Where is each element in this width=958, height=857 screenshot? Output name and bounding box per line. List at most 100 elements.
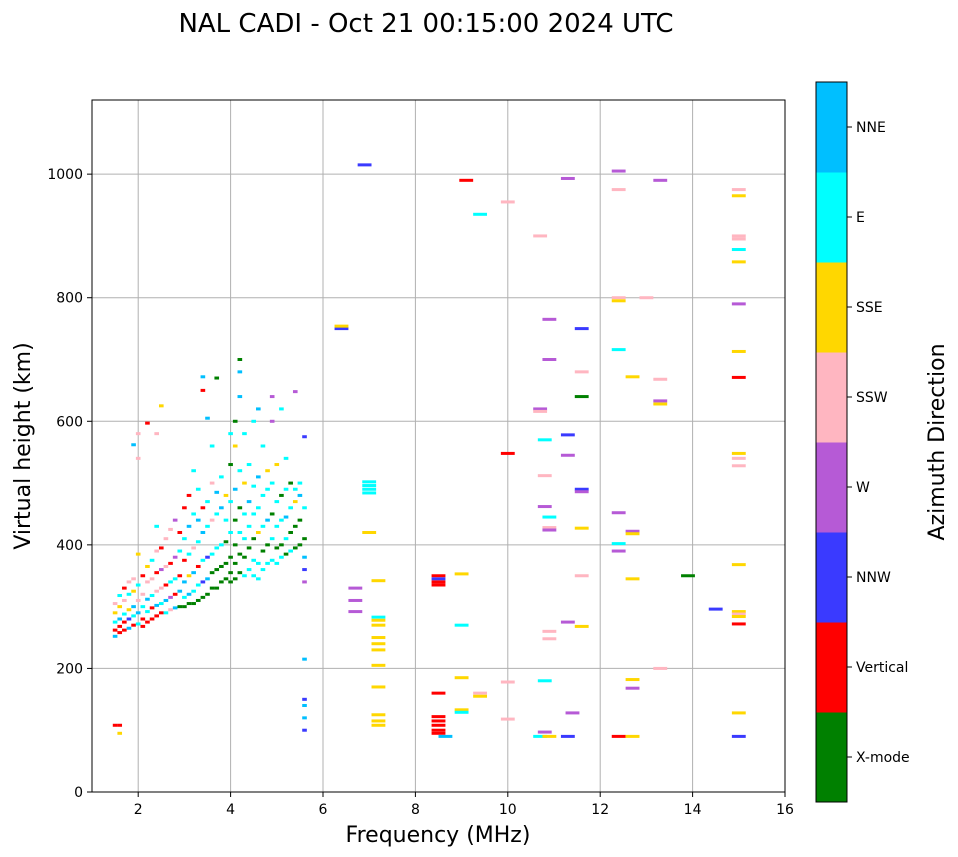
data-point [149, 606, 155, 610]
data-point [560, 453, 575, 457]
data-point [279, 407, 284, 411]
data-point [219, 506, 224, 510]
data-point [681, 574, 695, 578]
data-point [297, 493, 303, 497]
data-point [246, 500, 252, 504]
data-point [145, 620, 150, 624]
data-point [292, 524, 298, 528]
data-point [625, 577, 640, 581]
data-point [177, 549, 183, 553]
colorbar-swatch [816, 262, 847, 353]
data-point [362, 487, 377, 491]
data-point [112, 620, 118, 624]
data-point [574, 574, 589, 578]
x-tick-label: 10 [499, 802, 517, 818]
data-point [265, 487, 270, 491]
data-point [731, 451, 746, 455]
data-point [117, 624, 123, 628]
data-point [117, 731, 123, 735]
data-point [186, 574, 192, 578]
colorbar-swatch [816, 172, 847, 263]
data-point [186, 602, 192, 606]
data-point [731, 612, 746, 616]
y-tick-label: 200 [56, 661, 83, 677]
y-tick-label: 400 [56, 538, 83, 554]
data-point [302, 704, 307, 707]
data-point [228, 571, 233, 575]
data-point [149, 617, 155, 621]
colorbar-swatch [816, 532, 847, 623]
data-point [256, 506, 261, 510]
data-point [145, 610, 150, 614]
data-point [731, 615, 746, 619]
grid-lines [92, 100, 786, 793]
colorbar-tick-label: NNW [856, 570, 891, 586]
y-axis-label: Virtual height (km) [11, 342, 36, 549]
data-point [302, 568, 307, 572]
data-point [371, 618, 386, 622]
data-point [182, 537, 187, 541]
data-point [537, 474, 552, 478]
data-point [158, 404, 164, 408]
data-point [560, 620, 575, 624]
data-point [256, 475, 261, 479]
data-point [205, 416, 210, 420]
data-point [362, 491, 377, 495]
data-point [182, 580, 187, 584]
data-point [112, 723, 118, 727]
data-point [731, 248, 746, 252]
data-point [214, 376, 220, 380]
y-axis-ticks: 0 200 400 600 800 1000 [47, 167, 92, 801]
data-point [158, 602, 164, 606]
data-point [237, 395, 243, 399]
data-point [177, 574, 183, 578]
data-point [265, 469, 270, 473]
data-point [135, 598, 141, 602]
data-point [135, 552, 141, 556]
data-point [269, 537, 275, 541]
data-point [232, 561, 238, 565]
data-point [574, 395, 589, 399]
data-point [292, 487, 298, 491]
data-point [191, 571, 196, 575]
data-point [251, 558, 257, 562]
data-point [611, 549, 626, 553]
data-point [653, 666, 668, 670]
data-point [195, 598, 201, 602]
data-point [269, 419, 275, 423]
data-points [112, 163, 746, 738]
data-point [371, 642, 386, 646]
data-point [172, 592, 178, 596]
data-point [625, 686, 640, 690]
data-point [140, 574, 146, 578]
data-point [357, 163, 372, 167]
x-tick-label: 8 [411, 802, 420, 818]
data-point [195, 564, 201, 568]
data-point [135, 432, 141, 436]
data-point [274, 561, 280, 565]
colorbar: X-mode Vertical NNW W SSW SSE E NNE [815, 81, 910, 803]
data-point [140, 624, 146, 628]
colorbar-swatch [816, 622, 847, 713]
data-point [348, 610, 363, 614]
data-point [209, 586, 215, 590]
data-point [265, 561, 270, 565]
data-point [191, 589, 196, 593]
data-point [117, 617, 123, 621]
data-point [574, 490, 589, 494]
data-point [237, 552, 243, 556]
data-point [168, 608, 173, 612]
data-point [348, 586, 363, 590]
data-point [195, 540, 201, 544]
data-point [454, 676, 469, 680]
data-point [237, 506, 243, 510]
data-point [731, 349, 746, 353]
data-point [731, 734, 746, 738]
data-point [177, 589, 183, 593]
data-point [209, 571, 215, 575]
data-point [242, 481, 247, 485]
data-point [126, 608, 132, 612]
data-point [542, 637, 557, 641]
data-point [182, 558, 187, 562]
data-point [500, 717, 515, 721]
